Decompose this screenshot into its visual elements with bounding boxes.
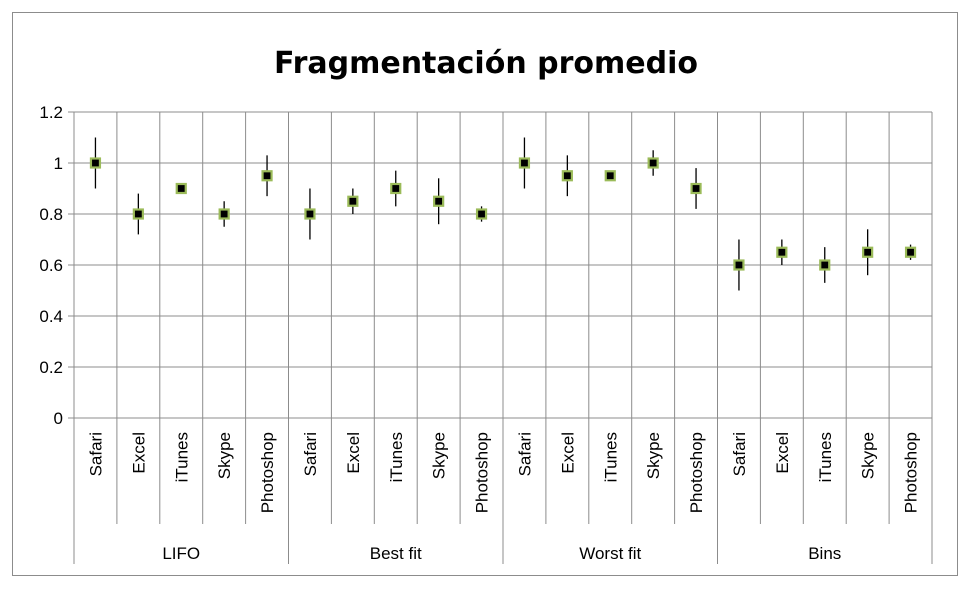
y-tick-label: 0.8 bbox=[39, 205, 63, 224]
data-point-marker bbox=[561, 170, 573, 182]
data-point-marker bbox=[261, 170, 273, 182]
group-label: LIFO bbox=[162, 544, 200, 563]
data-point-marker bbox=[904, 246, 917, 258]
category-label: Excel bbox=[558, 432, 577, 474]
data-point-marker bbox=[475, 208, 488, 220]
data-point-marker bbox=[175, 182, 187, 195]
data-point-marker bbox=[819, 259, 831, 271]
y-tick-label: 1.2 bbox=[39, 103, 63, 122]
category-label: Photoshop bbox=[258, 432, 277, 513]
data-point-marker bbox=[862, 246, 874, 258]
category-label: Excel bbox=[129, 432, 148, 474]
category-label: Skype bbox=[644, 432, 663, 479]
marker-layer bbox=[89, 157, 917, 271]
axis-layer bbox=[68, 111, 933, 564]
data-point-marker bbox=[690, 182, 702, 195]
data-point-marker bbox=[218, 208, 230, 220]
y-tick-label: 0.4 bbox=[39, 307, 63, 326]
data-point-marker bbox=[647, 157, 659, 169]
category-label: Excel bbox=[773, 432, 792, 474]
group-label: Bins bbox=[808, 544, 841, 563]
data-point-marker bbox=[604, 170, 616, 182]
group-label: Best fit bbox=[370, 544, 422, 563]
category-label: Skype bbox=[215, 432, 234, 479]
category-label: Photoshop bbox=[687, 432, 706, 513]
grid-layer bbox=[73, 111, 933, 419]
category-label: Photoshop bbox=[473, 432, 492, 513]
data-point-marker bbox=[776, 246, 788, 258]
chart-svg: Fragmentación promedio 0 0.2 0.4 0.6 0.8 1 1.2… bbox=[39, 46, 933, 564]
category-label: iTunes bbox=[172, 432, 191, 482]
category-label: Safari bbox=[86, 432, 105, 476]
category-label: Skype bbox=[859, 432, 878, 479]
chart-frame: Fragmentación promedio 0 0.2 0.4 0.6 0.8 1 1.2… bbox=[12, 12, 958, 576]
category-label: Photoshop bbox=[902, 432, 921, 513]
y-tick-label: 0.6 bbox=[39, 256, 63, 275]
category-label: Safari bbox=[301, 432, 320, 476]
category-label: Excel bbox=[344, 432, 363, 474]
data-point-marker bbox=[433, 195, 445, 207]
data-point-marker bbox=[132, 208, 144, 220]
data-point-marker bbox=[347, 195, 359, 207]
category-label: Skype bbox=[430, 432, 449, 479]
data-point-marker bbox=[304, 208, 316, 220]
data-point-marker bbox=[733, 259, 745, 271]
category-label: iTunes bbox=[601, 432, 620, 482]
y-tick-label: 0.2 bbox=[39, 358, 63, 377]
label-layer: 0 0.2 0.4 0.6 0.8 1 1.2 Safari Excel iTunes Skype P… bbox=[39, 103, 920, 563]
category-label: Safari bbox=[515, 432, 534, 476]
data-point-marker bbox=[89, 157, 102, 169]
category-label: iTunes bbox=[387, 432, 406, 482]
chart-title: Fragmentación promedio bbox=[274, 46, 698, 81]
data-point-marker bbox=[390, 182, 402, 195]
data-point-marker bbox=[518, 157, 531, 169]
category-label: Safari bbox=[730, 432, 749, 476]
category-label: iTunes bbox=[816, 432, 835, 482]
y-tick-label: 1 bbox=[54, 154, 63, 173]
y-tick-label: 0 bbox=[54, 409, 63, 428]
group-label: Worst fit bbox=[579, 544, 641, 563]
